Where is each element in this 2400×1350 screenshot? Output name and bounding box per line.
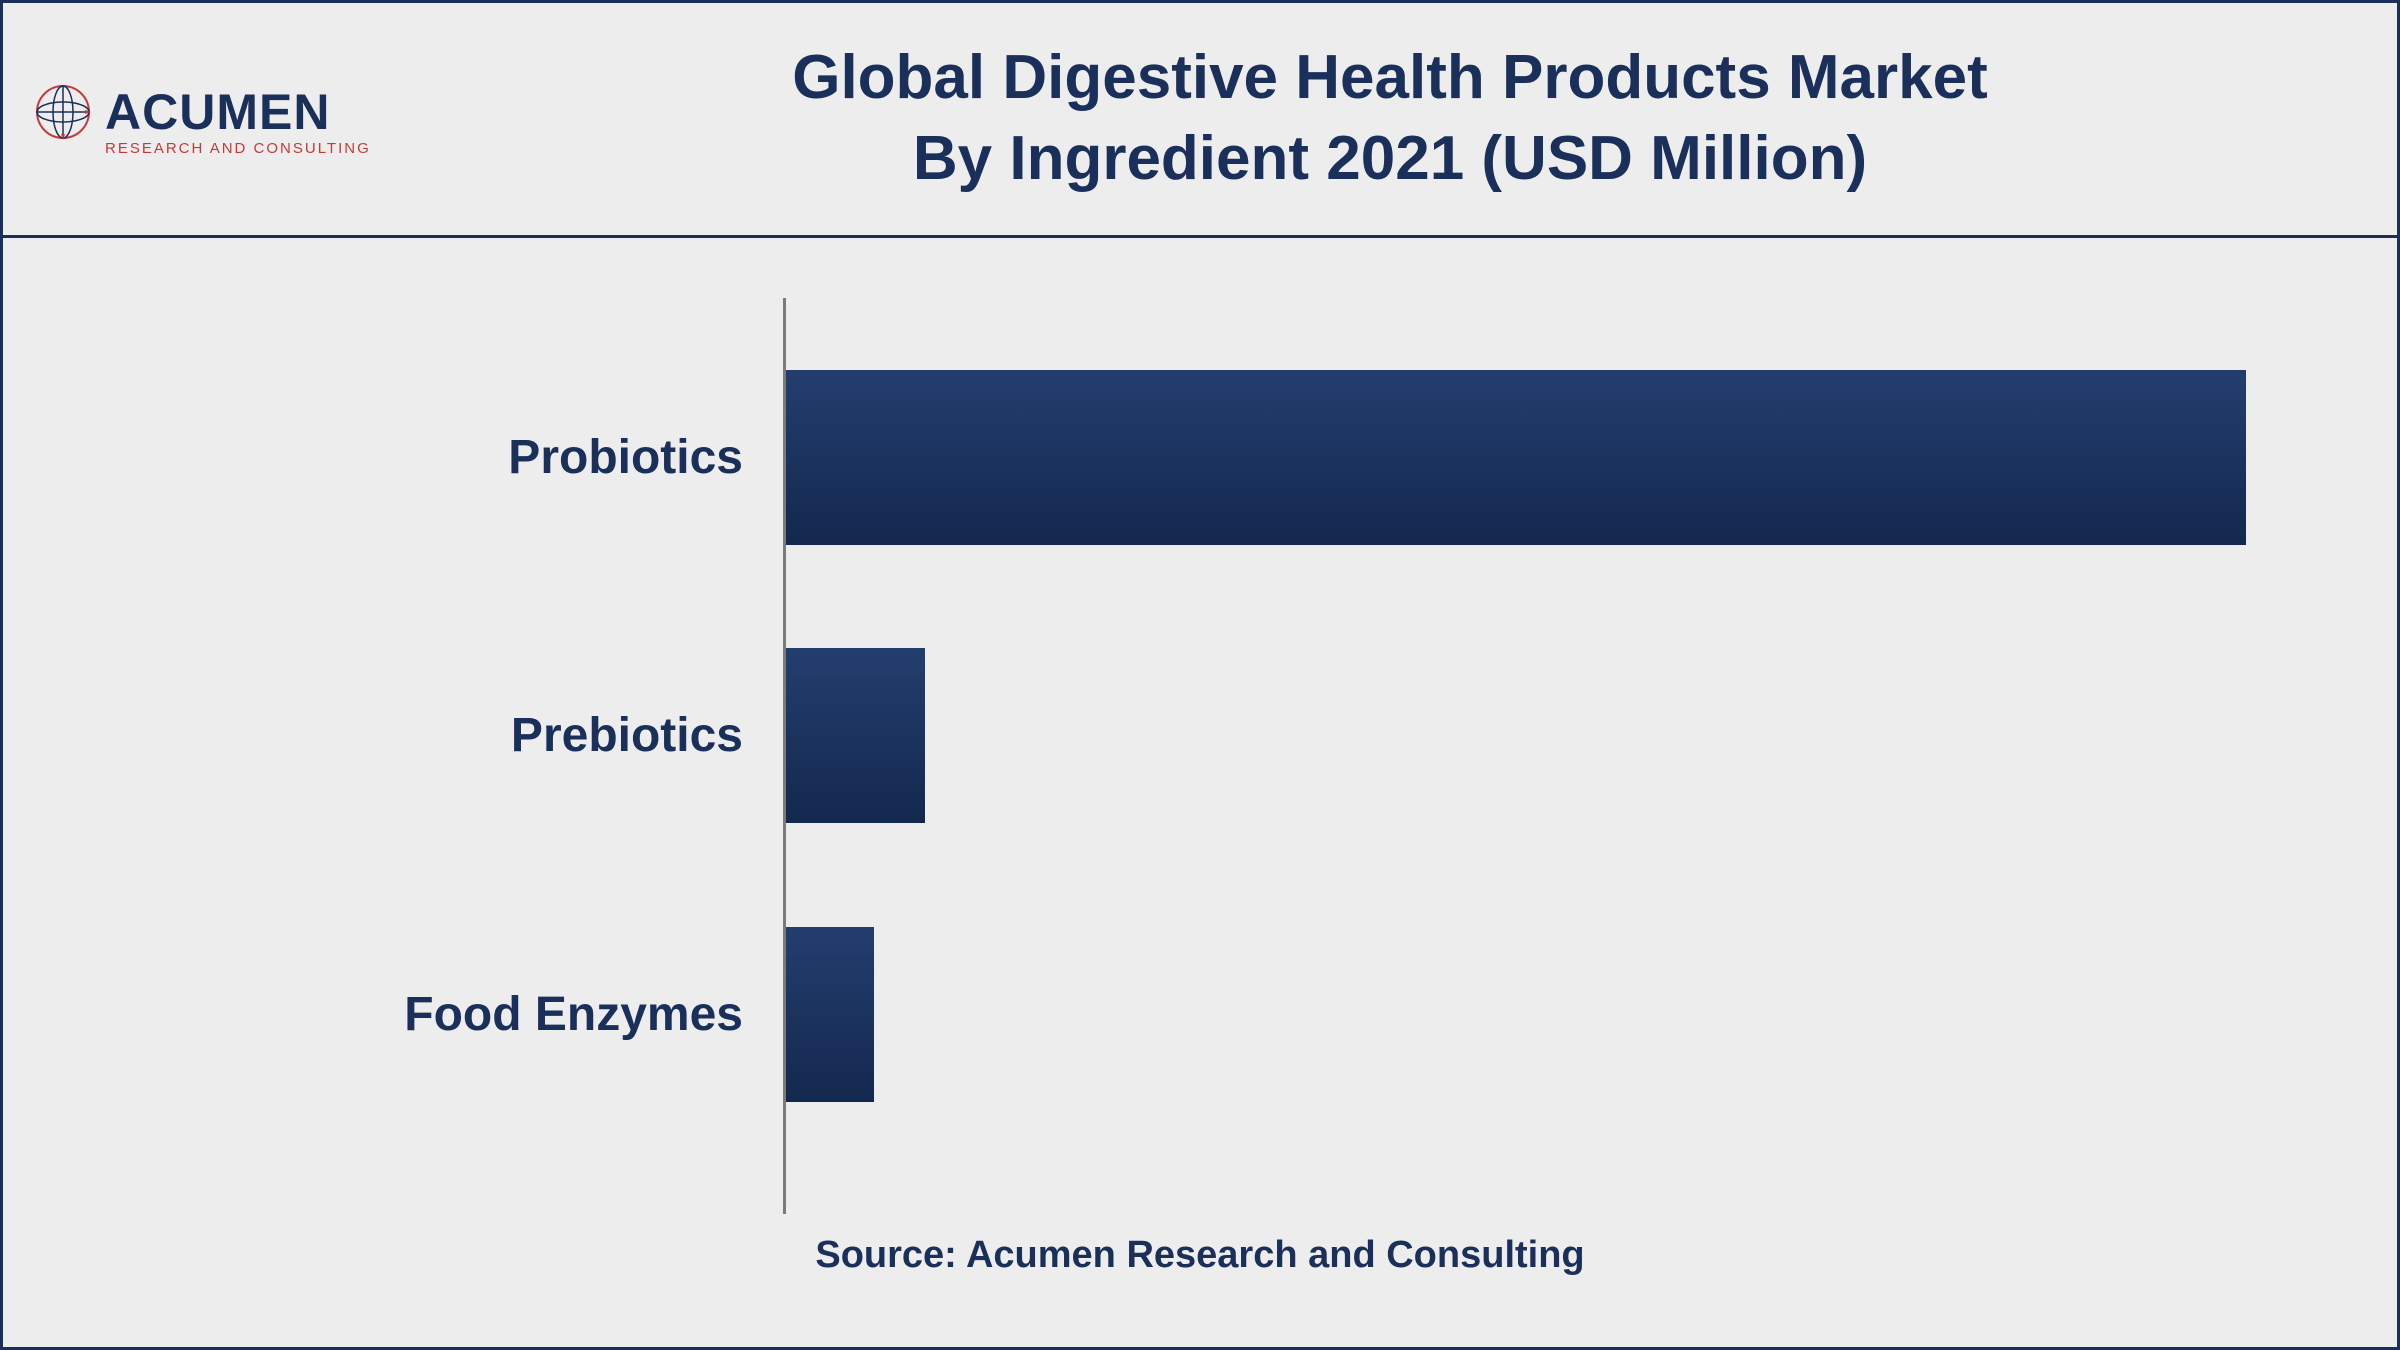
y-label: Food Enzymes <box>83 987 743 1042</box>
title-line-2: By Ingredient 2021 (USD Million) <box>413 119 2367 200</box>
source-text: Source: Acumen Research and Consulting <box>83 1214 2317 1307</box>
bar <box>786 927 874 1102</box>
chart-area: Probiotics Prebiotics Food Enzymes <box>83 298 2317 1214</box>
y-label: Probiotics <box>83 430 743 485</box>
logo-name: ACUMEN <box>105 83 330 141</box>
logo-subtext: RESEARCH AND CONSULTING <box>105 140 371 157</box>
bars-container <box>783 298 2317 1214</box>
y-label: Prebiotics <box>83 708 743 763</box>
title-area: Global Digestive Health Products Market … <box>413 38 2367 199</box>
logo-area: ACUMEN RESEARCH AND CONSULTING <box>33 82 413 157</box>
header: ACUMEN RESEARCH AND CONSULTING Global Di… <box>3 3 2397 238</box>
bar <box>786 648 925 823</box>
bar <box>786 370 2246 545</box>
y-labels: Probiotics Prebiotics Food Enzymes <box>83 298 783 1214</box>
globe-icon <box>33 82 93 142</box>
chart-body: Probiotics Prebiotics Food Enzymes Sourc… <box>3 238 2397 1347</box>
chart-frame: ACUMEN RESEARCH AND CONSULTING Global Di… <box>0 0 2400 1350</box>
logo-row: ACUMEN <box>33 82 330 142</box>
title-line-1: Global Digestive Health Products Market <box>413 38 2367 119</box>
